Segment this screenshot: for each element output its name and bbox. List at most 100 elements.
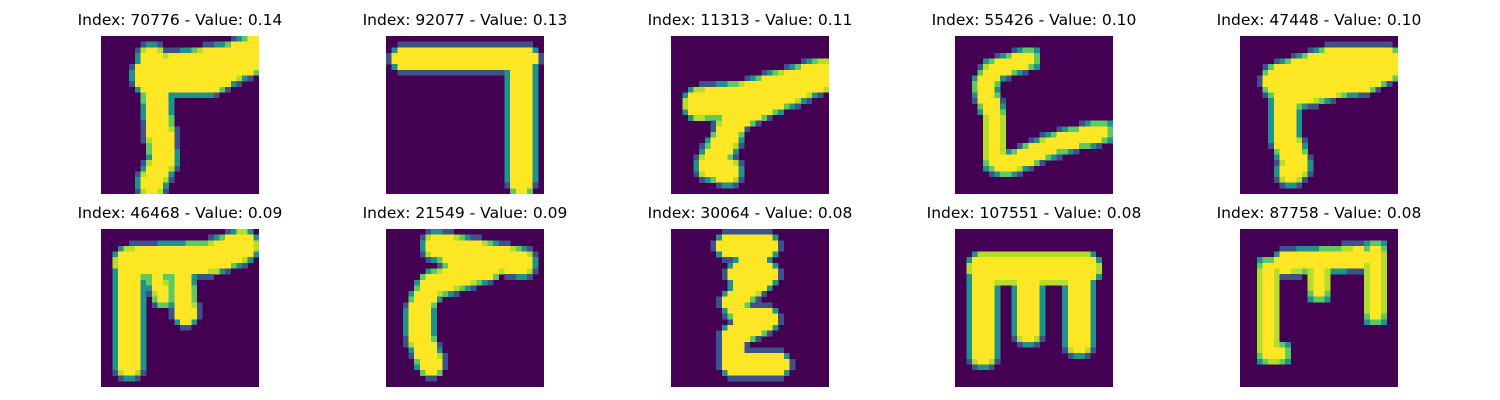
pixel bbox=[157, 75, 164, 82]
pixel bbox=[1079, 313, 1085, 320]
pixel bbox=[1319, 98, 1325, 104]
pixel bbox=[1313, 64, 1320, 70]
pixel bbox=[1285, 64, 1291, 70]
pixel bbox=[442, 353, 449, 359]
pixel bbox=[1268, 274, 1274, 280]
pixel bbox=[168, 103, 175, 110]
pixel bbox=[1335, 64, 1342, 70]
pixel bbox=[510, 177, 516, 183]
pixel bbox=[219, 86, 226, 93]
pixel bbox=[1307, 165, 1314, 172]
pixel bbox=[971, 75, 978, 82]
pixel bbox=[1290, 103, 1297, 110]
pixel bbox=[1352, 262, 1359, 269]
pixel bbox=[419, 240, 426, 247]
pixel bbox=[766, 103, 773, 110]
pixel bbox=[1067, 336, 1074, 342]
pixel bbox=[1335, 41, 1342, 48]
pixel bbox=[766, 364, 773, 371]
pixel bbox=[1392, 64, 1398, 70]
pixel bbox=[1279, 154, 1286, 161]
pixel bbox=[971, 319, 978, 326]
pixel bbox=[772, 92, 779, 99]
pixel bbox=[151, 279, 158, 286]
pixel bbox=[414, 69, 420, 76]
pixel bbox=[966, 324, 973, 331]
pixel bbox=[191, 313, 198, 320]
pixel bbox=[795, 81, 801, 87]
pixel bbox=[766, 319, 773, 326]
pixel bbox=[1011, 324, 1018, 331]
pixel bbox=[112, 364, 119, 371]
pixel bbox=[527, 177, 533, 183]
pixel bbox=[687, 103, 694, 110]
pixel bbox=[123, 319, 130, 326]
pixel bbox=[761, 274, 768, 280]
pixel bbox=[448, 58, 454, 65]
pixel bbox=[527, 245, 533, 252]
pixel bbox=[1279, 143, 1286, 149]
pixel bbox=[766, 69, 773, 76]
pixel bbox=[977, 296, 984, 303]
pixel bbox=[1084, 257, 1091, 263]
pixel bbox=[1079, 296, 1085, 303]
pixel bbox=[425, 364, 432, 371]
pixel bbox=[476, 41, 483, 48]
pixel bbox=[419, 58, 426, 65]
pixel bbox=[727, 296, 734, 303]
pixel bbox=[1302, 98, 1308, 104]
pixel bbox=[1319, 69, 1325, 76]
pixel bbox=[1084, 324, 1091, 331]
pixel bbox=[761, 324, 768, 331]
panel-title: Index: 47448 - Value: 0.10 bbox=[1216, 11, 1422, 29]
pixel bbox=[1079, 257, 1085, 263]
pixel bbox=[123, 268, 130, 275]
pixel bbox=[521, 92, 528, 99]
pixel bbox=[789, 98, 796, 104]
pixel bbox=[755, 86, 762, 93]
pixel bbox=[738, 234, 745, 241]
pixel bbox=[738, 319, 745, 326]
pixel bbox=[977, 251, 984, 258]
pixel bbox=[1017, 251, 1023, 258]
pixel bbox=[1335, 75, 1342, 82]
pixel bbox=[174, 302, 181, 309]
pixel bbox=[510, 52, 516, 59]
pixel bbox=[163, 58, 169, 65]
pixel bbox=[727, 375, 734, 382]
pixel bbox=[750, 240, 756, 247]
pixel bbox=[1381, 240, 1387, 247]
pixel bbox=[1369, 262, 1376, 269]
pixel bbox=[1039, 268, 1046, 275]
pixel bbox=[1319, 92, 1325, 99]
pixel bbox=[1364, 69, 1370, 76]
pixel bbox=[716, 353, 722, 359]
pixel bbox=[151, 98, 158, 104]
pixel bbox=[253, 64, 259, 70]
pixel bbox=[527, 69, 533, 76]
pixel bbox=[1262, 291, 1269, 297]
pixel bbox=[800, 69, 807, 76]
pixel bbox=[1296, 115, 1303, 121]
pixel bbox=[414, 58, 420, 65]
pixel bbox=[157, 64, 164, 70]
pixel bbox=[140, 188, 147, 194]
pixel bbox=[196, 251, 203, 258]
pixel bbox=[1011, 64, 1018, 70]
pixel bbox=[1084, 279, 1091, 286]
pixel bbox=[1296, 64, 1303, 70]
pixel bbox=[1056, 268, 1063, 275]
pixel bbox=[1375, 251, 1382, 258]
pixel bbox=[527, 47, 533, 54]
pixel bbox=[476, 52, 483, 59]
pixel bbox=[1067, 148, 1074, 155]
pixel bbox=[151, 103, 158, 110]
pixel bbox=[213, 64, 220, 70]
pixel bbox=[504, 86, 511, 93]
pixel bbox=[1084, 251, 1091, 258]
pixel bbox=[191, 245, 198, 252]
pixel bbox=[168, 308, 175, 314]
pixel bbox=[1273, 319, 1280, 326]
pixel bbox=[527, 148, 533, 155]
pixel bbox=[755, 364, 762, 371]
